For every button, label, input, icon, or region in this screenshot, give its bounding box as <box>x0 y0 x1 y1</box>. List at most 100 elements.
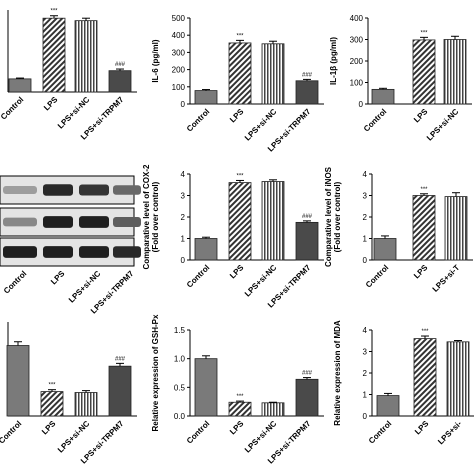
y-tick-label: 2 <box>181 213 186 222</box>
category-label: Control <box>0 419 23 445</box>
y-tick-label: 4 <box>181 170 186 179</box>
y-tick-label: 4 <box>363 170 368 179</box>
blot-band <box>79 216 109 228</box>
bar-lps <box>228 182 252 261</box>
bar-control <box>6 345 30 417</box>
category-label: Control <box>362 107 388 133</box>
bar-lps-si-trpm7 <box>108 70 132 93</box>
y-tick-label: 0 <box>181 256 186 265</box>
category-label: Control <box>185 107 211 133</box>
significance-label: *** <box>420 187 428 193</box>
blot-band <box>43 216 73 228</box>
category-label: LPS+si-T <box>431 263 462 294</box>
significance-label: *** <box>50 9 58 15</box>
blot-band <box>3 217 37 227</box>
y-tick-label: 200 <box>172 66 186 75</box>
blot-row-2 <box>0 207 141 237</box>
y-tick-label: 0.5 <box>174 383 186 392</box>
significance-label: *** <box>236 33 244 39</box>
significance-label: *** <box>48 383 56 389</box>
blot-band <box>43 246 73 258</box>
category-label: Control <box>367 419 393 445</box>
y-tick-label: 400 <box>172 31 186 40</box>
y-tick-label: 0.0 <box>174 412 186 421</box>
category-label: Control <box>185 263 211 289</box>
blot-band <box>43 184 73 196</box>
category-label: Control <box>364 263 390 289</box>
bar-control <box>376 395 400 417</box>
category-label: LPS <box>413 419 431 437</box>
category-label: LPS <box>228 107 246 125</box>
y-axis-label: Relative expression of MDA <box>333 320 342 426</box>
significance-label: *** <box>236 173 244 179</box>
y-axis-label: (Fold over control) <box>151 181 160 252</box>
category-label: LPS <box>412 107 430 125</box>
y-tick-label: 3 <box>363 192 368 201</box>
significance-label: *** <box>421 329 429 335</box>
y-tick-label: 2 <box>363 369 368 378</box>
blot-lane-label: Control <box>2 269 28 295</box>
y-tick-label: 2 <box>363 213 368 222</box>
chart-panel-p5: 0 1 2 3 4 Comparative level of COX-2 (Fold ove… <box>142 164 324 309</box>
blot-lane-label: LPS <box>49 269 67 287</box>
category-label: LPS <box>42 95 60 113</box>
category-label: LPS+si-NC <box>425 107 461 143</box>
bar-lps <box>413 338 437 417</box>
y-axis-label: (Fold over control) <box>333 181 342 252</box>
bar-control <box>194 90 218 105</box>
y-tick-label: 3 <box>181 192 186 201</box>
y-axis-label: Comparative level of iNOS <box>324 166 333 267</box>
blot-row-1 <box>0 175 141 205</box>
bar-lps-si-nc <box>261 402 285 417</box>
chart-panel-p9: 0 1 2 3 4 Relative expression of MDA Control **… <box>333 320 474 446</box>
bar-lps-si-nc <box>261 181 285 261</box>
bar-lps-si-nc <box>74 392 98 417</box>
category-label: LPS <box>228 419 246 437</box>
y-tick-label: 3 <box>363 348 368 357</box>
blot-lane-label: LPS+si-NC <box>67 269 103 305</box>
y-axis-label: IL-6 (pg/ml) <box>151 39 160 82</box>
bar-control <box>373 238 397 261</box>
significance-label: ### <box>302 72 313 78</box>
blot-band <box>3 246 37 258</box>
bar-control <box>371 88 395 105</box>
category-label: LPS+si-NC <box>56 95 92 131</box>
y-axis-label: IL-1β (pg/ml) <box>329 37 338 85</box>
y-tick-label: 0 <box>181 100 186 109</box>
y-tick-label: 4 <box>363 326 368 335</box>
blot-band <box>3 185 37 195</box>
y-tick-label: 500 <box>172 14 186 23</box>
bar-lps-si-trpm7 <box>108 365 132 417</box>
category-label: LPS+si-NC <box>243 263 279 299</box>
y-tick-label: 0 <box>363 256 368 265</box>
category-label: LPS+si-NC <box>243 419 279 455</box>
y-tick-label: 1.0 <box>174 355 186 364</box>
y-tick-label: 1 <box>363 391 368 400</box>
bar-control <box>194 358 218 417</box>
significance-label: ### <box>302 214 313 220</box>
chart-panel-p2: 0 100 200 300 400 500 IL-6 (pg/ml) Control *** LP… <box>151 14 324 153</box>
category-label: LPS <box>412 263 430 281</box>
bar-lps <box>412 39 436 105</box>
y-axis-label: Comparative level of COX-2 <box>142 164 151 269</box>
y-tick-label: 0 <box>363 412 368 421</box>
category-label: LPS+si-NC <box>243 107 279 143</box>
blot-band <box>113 246 141 258</box>
category-label: Control <box>0 95 25 121</box>
y-tick-label: 400 <box>350 14 364 23</box>
bar-lps <box>412 195 436 261</box>
bar-control <box>8 78 32 93</box>
y-tick-label: 300 <box>172 48 186 57</box>
y-tick-label: 0 <box>359 100 364 109</box>
bar-lps-si-trpm7 <box>295 80 319 105</box>
blot-row-3 <box>0 237 141 267</box>
significance-label: ### <box>115 62 126 68</box>
y-tick-label: 1 <box>363 235 368 244</box>
chart-panel-p3: 0 100 200 300 400 IL-1β (pg/ml) Control *** LPSL… <box>329 14 472 142</box>
significance-label: ### <box>302 371 313 377</box>
